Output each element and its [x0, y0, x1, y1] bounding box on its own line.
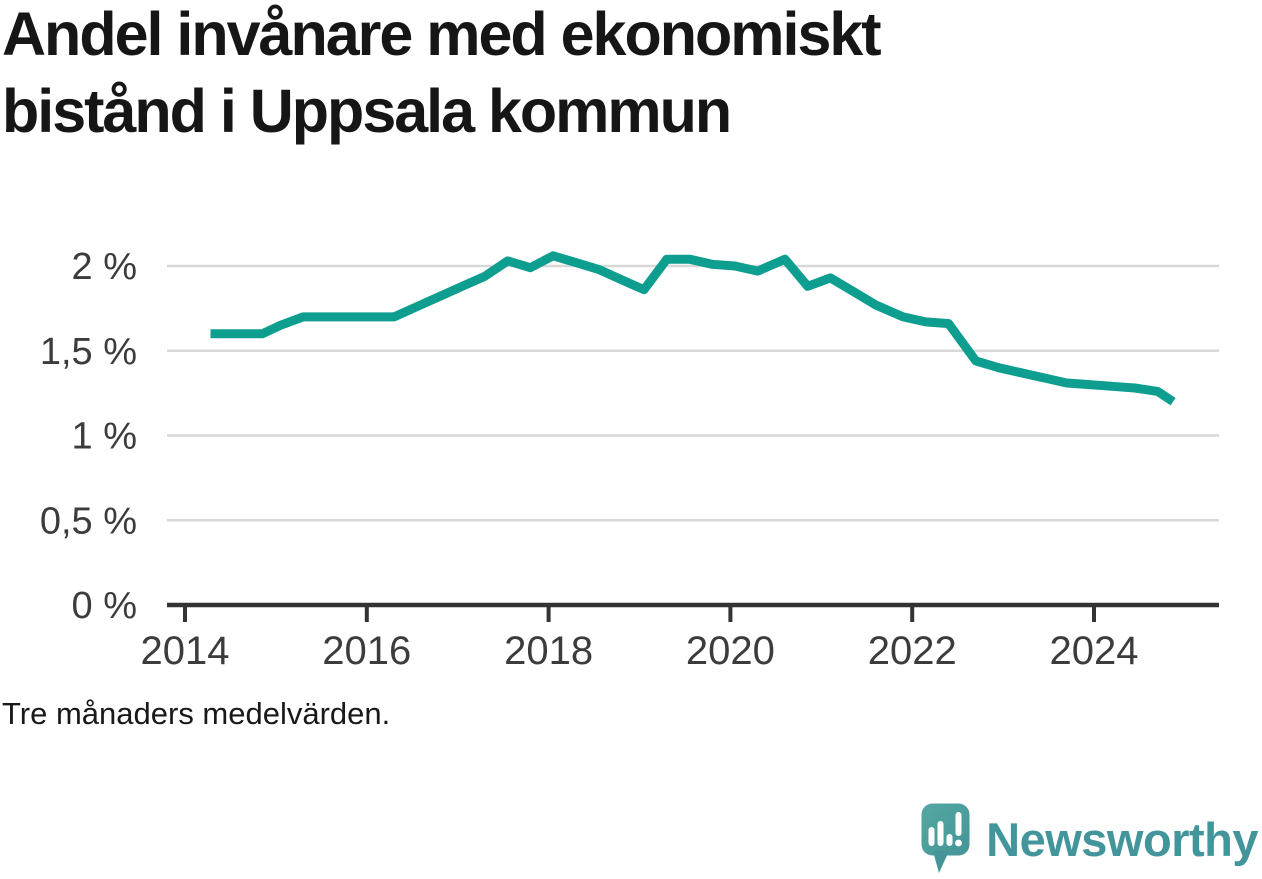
x-tick-label: 2024 — [1050, 629, 1139, 673]
x-tick-label: 2016 — [322, 629, 411, 673]
logo-exclamation-dot — [955, 839, 963, 847]
x-tick-label: 2014 — [141, 629, 230, 673]
y-tick-label: 2 % — [72, 246, 137, 288]
chart-title: Andel invånare med ekonomiskt bistånd i … — [2, 0, 882, 146]
y-tick-label: 1,5 % — [40, 331, 137, 373]
x-tick-label: 2022 — [868, 629, 957, 673]
x-tick-label: 2020 — [686, 629, 775, 673]
chart-footnote: Tre månaders medelvärden. — [2, 696, 391, 731]
data-line — [210, 251, 1176, 406]
x-tick-label: 2018 — [504, 629, 593, 673]
y-tick-label: 0,5 % — [40, 500, 137, 542]
y-tick-label: 1 % — [72, 416, 137, 458]
newsworthy-speech-bubble-bar-chart-icon — [921, 803, 970, 873]
logo-bar-3 — [946, 834, 953, 846]
logo-exclamation-bar — [955, 812, 962, 836]
logo-bar-1 — [928, 827, 935, 846]
y-tick-label: 0 % — [72, 585, 137, 627]
logo-bar-2 — [937, 821, 944, 846]
newsworthy-logo-text: Newsworthy — [986, 812, 1258, 866]
logo-bubble-tail — [933, 851, 950, 873]
newsworthy-logo: Newsworthy — [921, 803, 1258, 875]
